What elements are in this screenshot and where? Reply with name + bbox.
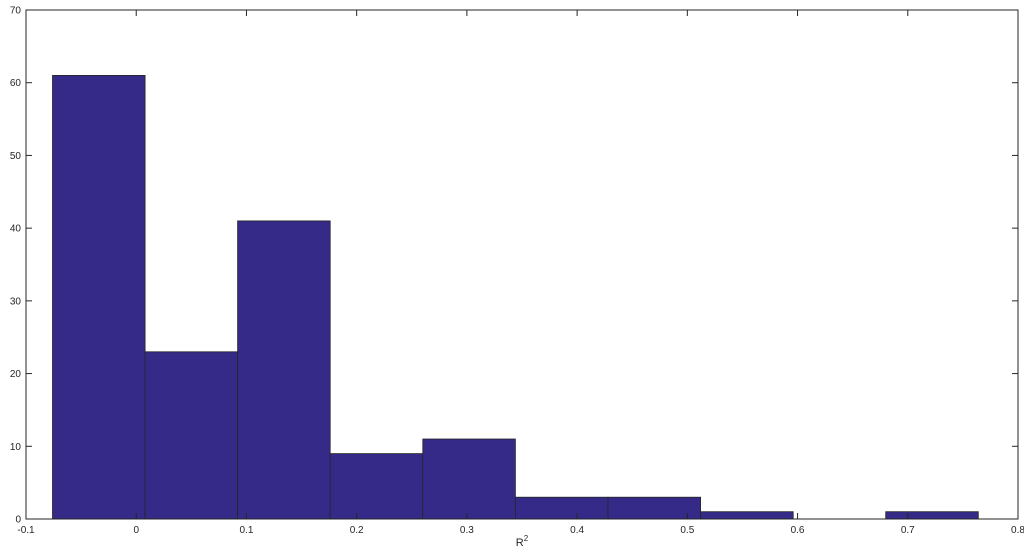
y-tick-label: 60	[10, 78, 22, 89]
x-tick-label: 0.8	[1011, 525, 1024, 536]
x-tick-label: 0.2	[350, 525, 364, 536]
y-tick-label: 40	[10, 224, 22, 235]
y-tick-label: 0	[15, 515, 21, 526]
bars-group	[52, 75, 979, 520]
histogram-bar	[607, 496, 701, 520]
x-tick-label: 0.4	[570, 525, 584, 536]
y-tick-label: 20	[10, 369, 22, 380]
plot-box	[25, 9, 1019, 520]
histogram-bar	[515, 496, 609, 520]
x-tick-label: 0.5	[680, 525, 694, 536]
histogram-bar	[700, 511, 794, 520]
histogram-bar	[422, 438, 516, 520]
x-axis-label: R2	[516, 534, 529, 549]
x-tick-label: 0.6	[791, 525, 805, 536]
histogram-bar	[52, 75, 146, 520]
x-tick-label: 0.1	[239, 525, 253, 536]
y-tick-label: 30	[10, 296, 22, 307]
x-tick-label: -0.1	[17, 525, 35, 536]
x-tick-label: 0.7	[901, 525, 915, 536]
y-tick-label: 50	[10, 151, 22, 162]
x-tick-label: 0	[133, 525, 139, 536]
histogram-bar	[237, 220, 331, 520]
histogram-bar	[329, 453, 424, 520]
y-tick-label: 70	[10, 6, 22, 17]
histogram-bar	[885, 511, 979, 520]
histogram-bar	[144, 351, 238, 520]
x-tick-label: 0.3	[460, 525, 474, 536]
y-tick-label: 10	[10, 442, 22, 453]
